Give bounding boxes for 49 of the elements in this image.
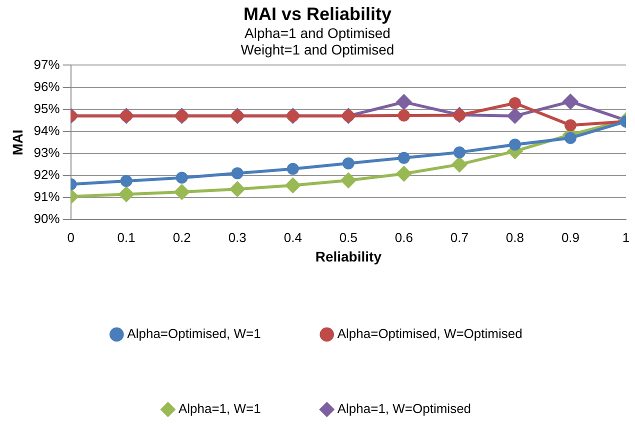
point [564,132,576,144]
y-tick-label: 92% [34,167,60,182]
legend-label: Alpha=Optimised, W=1 [127,326,261,342]
point [285,178,300,193]
x-tick-label: 0.2 [172,230,191,245]
point [508,97,521,110]
point [286,162,299,175]
x-tick-label: 0.9 [561,230,580,245]
x-axis-title: Reliability [315,248,382,264]
point [508,138,521,151]
x-tick-label: 0.4 [284,230,302,245]
chart-title: MAI vs Reliability [243,4,392,24]
point [174,184,190,200]
point [340,172,356,188]
point [176,172,188,184]
y-tick-label: 97% [34,56,60,72]
point [453,146,466,158]
x-tick-label: 0.3 [228,230,246,245]
legend-label: Alpha=1, W=Optimised [337,401,472,416]
y-axis-title: MAI [9,130,26,156]
x-tick-label: 0 [67,230,74,245]
point [396,166,412,182]
x-tick-label: 0.5 [339,230,358,245]
point [398,109,410,122]
point [231,167,244,180]
y-tick-label: 96% [34,78,60,94]
point [564,119,576,132]
x-tick-label: 0.8 [506,230,524,245]
x-tick-label: 0.7 [450,230,468,245]
point [452,156,467,172]
y-tick-label: 95% [34,100,60,116]
x-tick-label: 0.6 [394,230,413,245]
y-tick-label: 90% [34,211,60,226]
point [120,175,132,187]
y-tick-label: 93% [34,145,60,160]
point [396,94,412,110]
point [118,186,134,202]
y-tick-label: 94% [34,122,60,138]
point [398,152,410,164]
point [562,94,578,110]
y-tick-label: 91% [34,189,60,204]
chart-subtitle: Alpha=1 and Optimised Weight=1 and Optimised [240,24,394,58]
legend-label: Alpha=Optimised, W=Optimised [337,326,522,342]
legend-label: Alpha=1, W=1 [178,401,261,416]
x-tick-label: 0.1 [117,230,136,245]
x-tick-label: 1 [622,230,630,245]
point [230,182,245,197]
point [342,157,354,170]
point [507,108,522,124]
